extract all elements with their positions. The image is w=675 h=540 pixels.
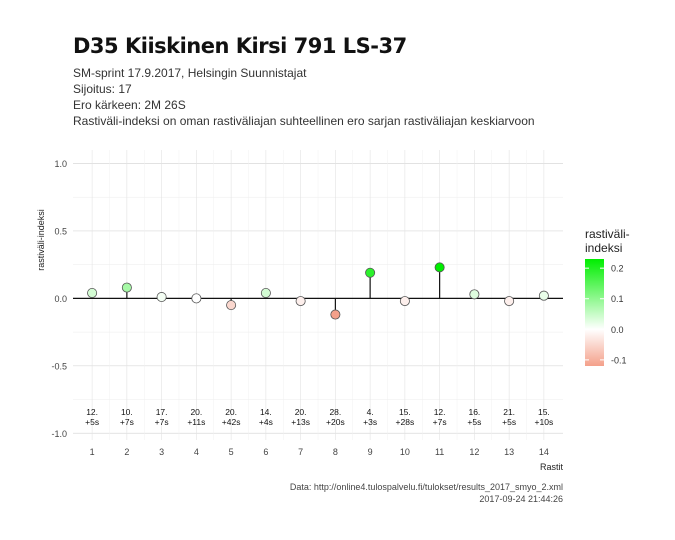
split-rank-label: 20. [190, 407, 202, 417]
split-time-label: +4s [259, 417, 273, 427]
split-time-label: +3s [363, 417, 377, 427]
split-time-label: +5s [467, 417, 481, 427]
data-source-caption: Data: http://online4.tulospalvelu.fi/tul… [289, 482, 563, 492]
split-time-label: +42s [222, 417, 241, 427]
split-time-label: +5s [502, 417, 516, 427]
data-point [121, 282, 132, 293]
split-time-label: +20s [326, 417, 345, 427]
x-tick-label: 4 [194, 447, 199, 457]
x-axis-label: Rastit [540, 462, 564, 472]
split-rank-label: 28. [329, 407, 341, 417]
data-point [226, 300, 237, 311]
x-tick-label: 7 [298, 447, 303, 457]
split-rank-label: 12. [434, 407, 446, 417]
data-point [156, 292, 167, 303]
x-tick-label: 13 [504, 447, 514, 457]
timestamp-caption: 2017-09-24 21:44:26 [479, 494, 563, 504]
data-point [295, 296, 306, 307]
chart-title: D35 Kiiskinen Kirsi 791 LS-37 [73, 34, 407, 58]
split-time-label: +11s [187, 417, 205, 427]
x-tick-label: 5 [229, 447, 234, 457]
x-tick-label: 9 [368, 447, 373, 457]
y-tick-label: 1.0 [54, 159, 67, 169]
subtitle-gap: Ero kärkeen: 2M 26S [73, 98, 186, 112]
split-rank-label: 15. [399, 407, 411, 417]
x-tick-label: 8 [333, 447, 338, 457]
legend-tick-label: 0.2 [611, 264, 624, 274]
x-tick-label: 2 [124, 447, 129, 457]
data-point [469, 289, 480, 300]
legend-colorbar [585, 259, 604, 366]
split-rank-label: 16. [468, 407, 480, 417]
split-time-label: +7s [155, 417, 169, 427]
split-rank-label: 20. [225, 407, 237, 417]
split-time-label: +13s [291, 417, 310, 427]
y-axis-label: rastiväli-indeksi [36, 209, 46, 271]
split-rank-label: 14. [260, 407, 272, 417]
x-tick-label: 3 [159, 447, 164, 457]
legend-tick-label: 0.0 [611, 325, 624, 335]
x-tick-label: 12 [469, 447, 479, 457]
subtitle-event: SM-sprint 17.9.2017, Helsingin Suunnista… [73, 66, 307, 80]
legend-tick-label: 0.1 [611, 294, 624, 304]
split-rank-label: 21. [503, 407, 515, 417]
legend-tick-label: -0.1 [611, 355, 627, 365]
x-tick-label: 14 [539, 447, 549, 457]
data-point [399, 296, 410, 307]
split-time-label: +5s [85, 417, 99, 427]
data-point [365, 267, 376, 278]
legend-title: indeksi [585, 241, 622, 255]
x-tick-label: 6 [263, 447, 268, 457]
data-point [260, 287, 271, 298]
x-tick-label: 1 [90, 447, 95, 457]
data-point [538, 290, 549, 301]
data-point [330, 309, 341, 320]
data-point [191, 293, 202, 304]
data-point [504, 296, 515, 307]
y-tick-label: 0.5 [54, 226, 67, 236]
split-time-label: +10s [535, 417, 554, 427]
split-time-label: +7s [433, 417, 447, 427]
x-tick-label: 10 [400, 447, 410, 457]
y-tick-label: 0.0 [54, 294, 67, 304]
split-rank-label: 17. [156, 407, 168, 417]
subtitle-description: Rastiväli-indeksi on oman rastiväliajan … [73, 114, 535, 128]
split-time-label: +28s [396, 417, 415, 427]
split-time-label: +7s [120, 417, 134, 427]
split-rank-label: 12. [86, 407, 98, 417]
split-rank-label: 4. [367, 407, 374, 417]
y-tick-label: -0.5 [51, 361, 67, 371]
x-tick-label: 11 [435, 447, 444, 457]
data-point [87, 287, 98, 298]
data-point [434, 262, 445, 273]
split-rank-label: 15. [538, 407, 550, 417]
legend-title: rastiväli- [585, 227, 630, 241]
split-rank-label: 10. [121, 407, 133, 417]
subtitle-rank: Sijoitus: 17 [73, 82, 132, 96]
y-tick-label: -1.0 [51, 429, 67, 439]
split-rank-label: 20. [295, 407, 307, 417]
